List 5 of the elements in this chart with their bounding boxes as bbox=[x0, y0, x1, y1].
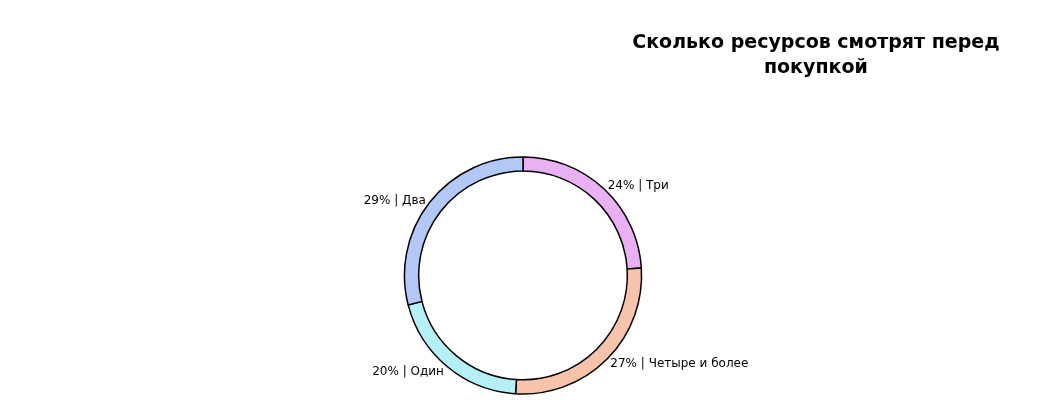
slice-label: 24% | Три bbox=[607, 178, 669, 193]
slice-label: 27% | Четыре и более bbox=[610, 355, 749, 370]
slice-label: 20% | Один bbox=[372, 363, 444, 378]
text: Сколько ресурсов смотрят перед покупкой bbox=[632, 30, 1000, 78]
slice-label: 29% | Два bbox=[363, 193, 426, 208]
